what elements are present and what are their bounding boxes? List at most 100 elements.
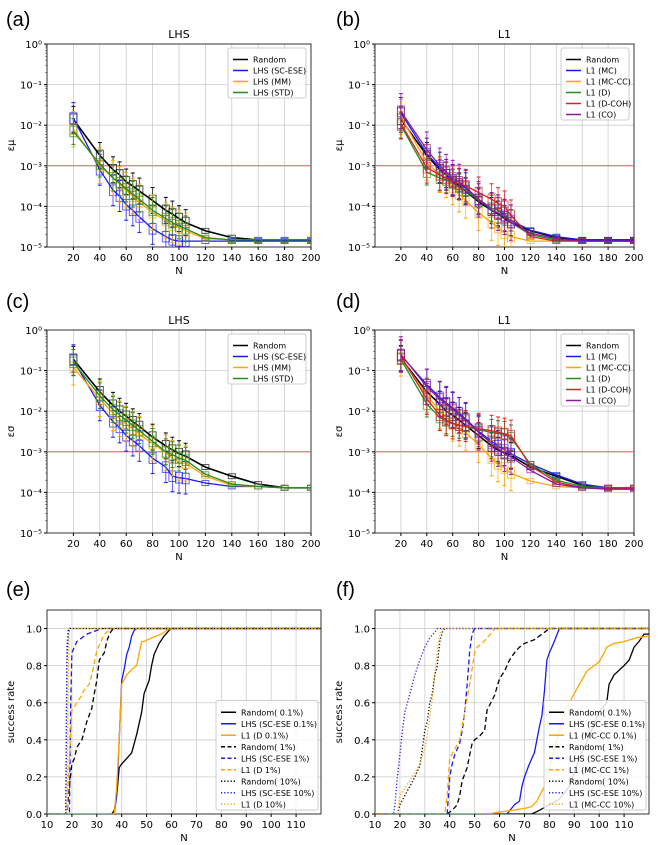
- y-axis-label: εσ: [6, 425, 17, 437]
- box-marker: [461, 414, 470, 426]
- series-lhs-std-: [69, 118, 311, 243]
- legend: Random L1 (MC) L1 (MC-CC) L1 (D) L1 (D-COH) L…: [560, 333, 631, 407]
- chart-title: L1: [498, 314, 511, 327]
- panel-c: (c) LHS 20 40 60 80 100 120 140 160 180 200 10⁻⁵ 10⁻⁴…: [6, 291, 321, 563]
- x-tick-label: 160: [249, 539, 268, 550]
- y-tick-label: 10⁰: [25, 40, 42, 51]
- y-tick-label: 10⁻⁵: [20, 243, 42, 254]
- legend-entry: LHS (MM): [253, 78, 291, 87]
- series-l1-mc-cc-1-: [375, 627, 649, 814]
- x-tick-label: 60: [446, 253, 459, 264]
- series-lhs-sc-ese-0-1-: [375, 627, 649, 814]
- x-tick-label: 200: [624, 539, 643, 550]
- x-tick-label: 120: [521, 539, 540, 550]
- series-line: [375, 627, 649, 814]
- x-tick-label: 100: [169, 539, 188, 550]
- legend-entry: Random( 0.1%): [241, 708, 303, 717]
- x-tick-label: 60: [120, 539, 133, 550]
- y-tick-label: 0.2: [354, 773, 370, 784]
- x-tick-label: 50: [140, 820, 153, 831]
- x-tick-label: 160: [573, 253, 592, 264]
- x-tick-label: 100: [590, 820, 609, 831]
- y-tick-label: 10⁻⁴: [348, 202, 370, 213]
- x-tick-label: 120: [196, 253, 215, 264]
- x-tick-label: 200: [301, 253, 320, 264]
- legend-entry: L1 (D 1%): [241, 766, 281, 775]
- series-line: [72, 117, 311, 242]
- legend: Random LHS (SC-ESE) LHS (MM) LHS (STD): [227, 333, 307, 385]
- x-tick-label: 20: [67, 253, 80, 264]
- x-tick-label: 70: [518, 820, 531, 831]
- y-tick-label: 10⁻²: [20, 407, 42, 418]
- y-tick-label: 10⁻¹: [348, 367, 370, 378]
- x-axis-label: N: [501, 552, 508, 563]
- y-tick-label: 0.6: [26, 699, 42, 710]
- box-marker: [474, 193, 483, 205]
- legend-entry: Random: [253, 56, 286, 65]
- x-tick-label: 140: [222, 253, 241, 264]
- panel-e: (e) 10 20 30 40 50 60 70 80 90 100 110 0.0 0.2 0.4 0.6 0…: [6, 579, 322, 844]
- legend-entry: Random( 1%): [569, 743, 624, 752]
- legend-box: [215, 700, 319, 811]
- legend-box: [227, 47, 307, 99]
- x-tick-label: 40: [93, 539, 106, 550]
- box-marker: [507, 451, 515, 463]
- x-tick-label: 20: [395, 253, 408, 264]
- legend-entry: Random: [586, 342, 619, 351]
- y-tick-label: 10⁻⁴: [20, 202, 42, 213]
- chart-title: L1: [498, 28, 511, 41]
- chart-title: LHS: [168, 28, 189, 41]
- series-line: [375, 627, 649, 814]
- box-marker: [422, 143, 431, 156]
- series-line: [47, 627, 321, 814]
- legend-entry: LHS (SC-ESE): [253, 67, 306, 76]
- legend-entry: LHS (SC-ESE 10%): [569, 789, 642, 798]
- x-tick-label: 40: [115, 820, 128, 831]
- box-marker: [500, 447, 509, 460]
- x-tick-label: 80: [472, 539, 485, 550]
- plot-area: [47, 627, 321, 814]
- x-tick-label: 100: [495, 539, 514, 550]
- plot-area: [396, 93, 634, 247]
- series-l1-co-: [396, 336, 634, 493]
- legend-entry: Random( 10%): [241, 777, 301, 786]
- box-marker: [181, 454, 190, 466]
- series-line: [400, 110, 634, 242]
- series-line: [72, 361, 311, 489]
- box-marker: [135, 193, 144, 205]
- series-line: [72, 118, 311, 241]
- y-tick-label: 10⁻³: [348, 448, 370, 459]
- box-marker: [487, 204, 496, 217]
- series-random-10-: [375, 627, 649, 814]
- x-tick-label: 180: [275, 539, 294, 550]
- x-tick-label: 80: [472, 253, 485, 264]
- y-tick-label: 10⁻²: [348, 121, 370, 132]
- y-tick-label: 10⁻⁵: [348, 529, 370, 540]
- box-marker: [526, 462, 535, 469]
- y-tick-label: 10⁻⁵: [348, 243, 370, 254]
- legend-entry: L1 (D): [586, 375, 611, 384]
- x-tick-label: 20: [67, 539, 80, 550]
- x-tick-label: 70: [190, 820, 203, 831]
- series-random-1-: [375, 627, 649, 814]
- series-lhs-sc-ese-0-1-: [47, 627, 321, 814]
- legend-entry: LHS (SC-ESE): [253, 353, 306, 362]
- legend: Random( 0.1%) LHS (SC-ESE 0.1%) L1 (D 0.1%…: [215, 700, 319, 811]
- box-marker: [69, 356, 78, 369]
- x-tick-label: 180: [275, 253, 294, 264]
- box-marker: [181, 223, 190, 235]
- x-tick-label: 80: [146, 253, 159, 264]
- series-random-10-: [47, 627, 321, 814]
- series-random: [69, 105, 311, 243]
- x-tick-label: 40: [420, 539, 433, 550]
- box-marker: [422, 381, 431, 393]
- panel-a: (a) LHS 20 40 60 80 100 120 140 160 180 200 10⁻⁵ 10⁻⁴…: [6, 9, 321, 277]
- series-line: [400, 353, 634, 490]
- legend-entry: L1 (D-COH): [586, 386, 631, 395]
- series-line: [47, 627, 321, 814]
- series-line: [47, 627, 321, 814]
- x-tick-label: 80: [543, 820, 556, 831]
- legend-entry: LHS (SC-ESE 0.1%): [241, 720, 317, 729]
- plot-area: [375, 627, 649, 814]
- legend-box: [227, 333, 307, 385]
